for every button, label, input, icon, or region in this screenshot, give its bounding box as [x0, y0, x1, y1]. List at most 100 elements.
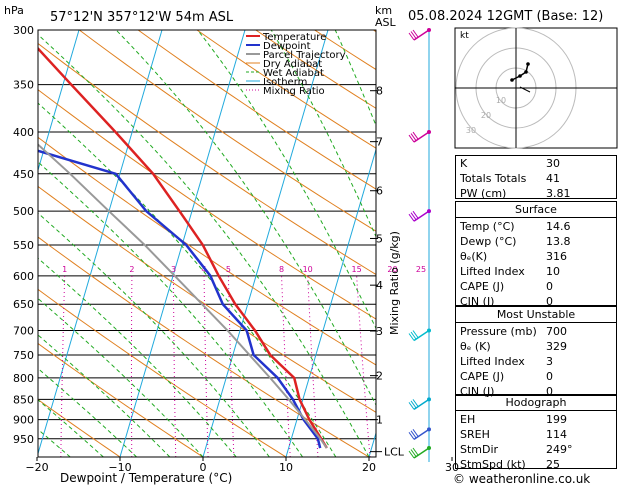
mixing-ratio-label: 8 — [279, 265, 284, 274]
mixing-ratio-line — [61, 276, 65, 457]
mixing-ratio-label: 1 — [62, 265, 67, 274]
hodo-stat-row: SREH 114 — [456, 427, 616, 442]
surface-row: CAPE (J)0 — [456, 279, 616, 294]
index-value: 3.81 — [546, 186, 612, 201]
km-tick-label: 4 — [376, 279, 383, 292]
hodo-stat-value: 249° — [546, 442, 612, 457]
surface-label: θₑ(K) — [460, 249, 487, 264]
most-unstable-value: 329 — [546, 339, 612, 354]
pressure-tick-label: 450 — [13, 168, 34, 181]
isotherm-line — [0, 30, 79, 457]
index-value: 30 — [546, 156, 612, 171]
km-tick-label: 1 — [376, 414, 383, 427]
index-pw-row: PW (cm) 3.81 — [456, 186, 616, 201]
hodo-stat-value: 114 — [546, 427, 612, 442]
asl-unit-label: ASL — [375, 16, 397, 29]
wet-adiabat-line — [0, 30, 70, 457]
mixing-ratio-axis-title: Mixing Ratio (g/kg) — [388, 231, 401, 335]
location-title: 57°12'N 357°12'W 54m ASL — [50, 10, 234, 25]
x-axis-title: Dewpoint / Temperature (°C) — [60, 471, 232, 485]
hodograph-point — [510, 78, 514, 82]
temp-tick-label: −20 — [25, 461, 48, 474]
most-unstable-row: θₑ (K) 329 — [456, 339, 616, 354]
pressure-tick-label: 800 — [13, 372, 34, 385]
mixing-ratio-line — [204, 276, 208, 457]
hodo-stat-label: SREH — [460, 427, 490, 442]
timestamp-title: 05.08.2024 12GMT (Base: 12) — [408, 9, 603, 24]
mixing-ratio-label: 2 — [129, 265, 134, 274]
pressure-unit-label: hPa — [4, 4, 24, 17]
most-unstable-row: Pressure (mb) 700 — [456, 324, 616, 339]
km-tick-label: 3 — [376, 325, 383, 338]
pressure-tick-label: 750 — [13, 349, 34, 362]
temp-tick-label: 10 — [279, 461, 293, 474]
surface-row: Dewp (°C)13.8 — [456, 234, 616, 249]
surface-value: 316 — [546, 249, 612, 264]
surface-value: 10 — [546, 264, 612, 279]
surface-title: Surface — [456, 202, 616, 218]
km-tick-label: 8 — [376, 85, 383, 98]
most-unstable-label: CAPE (J) — [460, 369, 504, 384]
hodograph-ring-label: 10 — [496, 96, 506, 105]
temp-tick-label: 20 — [362, 461, 376, 474]
hodo-stat-label: StmDir — [460, 442, 498, 457]
surface-row: θₑ(K) 316 — [456, 249, 616, 264]
pressure-tick-label: 300 — [13, 24, 34, 37]
hodo-stat-row: StmDir 249° — [456, 442, 616, 457]
index-label: PW (cm) — [460, 186, 506, 201]
wet-adiabat-line — [116, 30, 402, 457]
most-unstable-value: 0 — [546, 369, 612, 384]
index-label: K — [460, 156, 467, 171]
pressure-tick-label: 700 — [13, 325, 34, 338]
hodograph-point — [524, 70, 528, 74]
hodo-stat-value: 199 — [546, 412, 612, 427]
index-tt-row: Totals Totals 41 — [456, 171, 616, 186]
most-unstable-row: CAPE (J) 0 — [456, 369, 616, 384]
surface-value: 14.6 — [546, 219, 612, 234]
hodo-stat-label: EH — [460, 412, 475, 427]
isotherm-line — [120, 30, 245, 457]
index-k-row: K 30 — [456, 156, 616, 171]
isotherm-line — [618, 30, 629, 457]
profile-parcel-trajectory — [24, 132, 327, 448]
most-unstable-label: Lifted Index — [460, 354, 525, 369]
wet-adiabat-line — [0, 30, 303, 457]
km-tick-label: 7 — [376, 136, 383, 149]
hodo-stat-row: EH 199 — [456, 412, 616, 427]
surface-value: 13.8 — [546, 234, 612, 249]
most-unstable-value: 3 — [546, 354, 612, 369]
pressure-tick-label: 650 — [13, 298, 34, 311]
pressure-tick-label: 850 — [13, 393, 34, 406]
lcl-label: LCL — [384, 446, 405, 459]
most-unstable-panel: Most Unstable Pressure (mb) 700 θₑ (K) 329 L… — [455, 306, 617, 396]
pressure-tick-label: 950 — [13, 433, 34, 446]
mixing-ratio-line — [173, 276, 175, 457]
most-unstable-label: θₑ (K) — [460, 339, 491, 354]
mixing-ratio-label: 25 — [416, 265, 426, 274]
index-value: 41 — [546, 171, 612, 186]
mixing-ratio-label: 15 — [352, 265, 362, 274]
indices-panel: K 30 Totals Totals 41 PW (cm) 3.81 — [455, 155, 617, 199]
most-unstable-title: Most Unstable — [456, 307, 616, 323]
hodo-stat-row: StmSpd (kt)25 — [456, 457, 616, 472]
mixing-ratio-label: 10 — [303, 265, 313, 274]
km-tick-label: 5 — [376, 232, 383, 245]
most-unstable-value: 700 — [546, 324, 612, 339]
surface-value: 0 — [546, 279, 612, 294]
pressure-tick-label: 350 — [13, 79, 34, 92]
surface-row: Temp (°C) 14.6 — [456, 219, 616, 234]
index-label: Totals Totals — [460, 171, 526, 186]
hodograph-ring-label: 20 — [481, 111, 491, 120]
surface-label: Temp (°C) — [460, 219, 515, 234]
hodograph-unit-label: kt — [460, 31, 469, 41]
most-unstable-label: Pressure (mb) — [460, 324, 537, 339]
pressure-tick-label: 600 — [13, 270, 34, 283]
hodograph-point — [518, 74, 522, 78]
pressure-tick-label: 550 — [13, 239, 34, 252]
credit-text: © weatheronline.co.uk — [453, 472, 590, 486]
pressure-tick-label: 400 — [13, 126, 34, 139]
pressure-tick-label: 500 — [13, 205, 34, 218]
